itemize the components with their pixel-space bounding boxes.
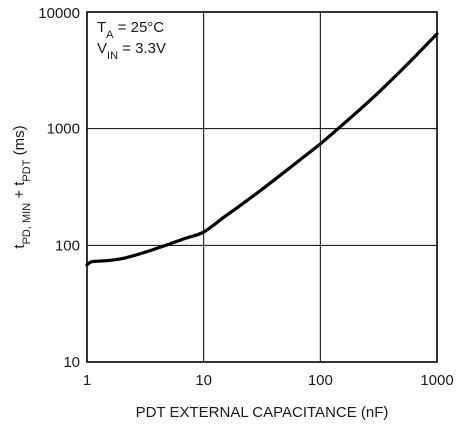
x-tick-label: 10 <box>195 372 212 389</box>
x-tick-label: 1 <box>83 372 91 389</box>
y-tick-label: 10000 <box>38 5 80 22</box>
x-tick-label: 100 <box>308 372 333 389</box>
grid-lines <box>87 12 437 362</box>
y-axis-tick-labels: 10 100 1000 10000 <box>38 5 80 371</box>
y-tick-label: 100 <box>55 237 80 254</box>
x-axis-label: PDT EXTERNAL CAPACITANCE (nF) <box>136 404 389 421</box>
y-tick-label: 10 <box>63 354 80 371</box>
plot-frame <box>86 11 438 363</box>
annotation-background <box>89 14 171 60</box>
series-line <box>85 32 439 267</box>
x-axis-tick-labels: 1 10 100 1000 <box>83 372 454 389</box>
x-tick-label: 1000 <box>420 372 453 389</box>
annotation-text: VIN = 3.3V <box>97 40 166 62</box>
y-axis-label: tPD, MIN + tPDT (ms) <box>11 125 33 248</box>
annotation-text: TA = 25°C <box>97 19 164 41</box>
y-tick-label: 1000 <box>47 121 80 138</box>
